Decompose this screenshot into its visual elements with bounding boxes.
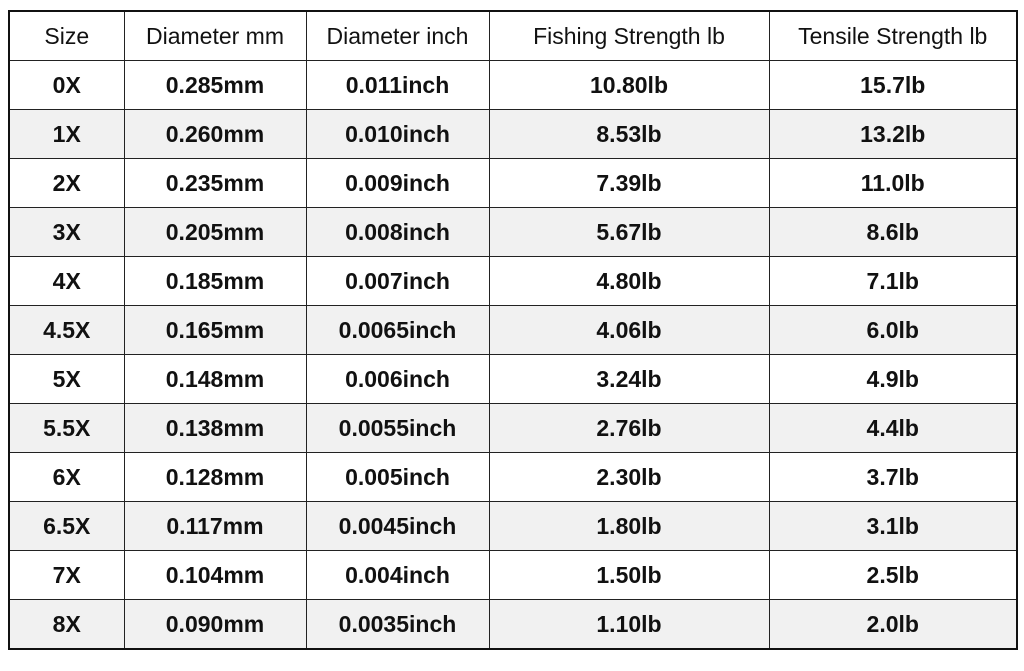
- table-row: 2X 0.235mm 0.009inch 7.39lb 11.0lb: [8, 158, 1018, 208]
- table-cell: 7.39lb: [488, 158, 770, 208]
- table-cell: 0.235mm: [123, 158, 307, 208]
- table-cell: 6.5X: [8, 501, 125, 551]
- table-cell: 0.148mm: [123, 354, 307, 404]
- table-cell: 4.9lb: [768, 354, 1018, 404]
- table-cell: 0.165mm: [123, 305, 307, 355]
- table-cell: 15.7lb: [768, 60, 1018, 110]
- table-row: 7X 0.104mm 0.004inch 1.50lb 2.5lb: [8, 550, 1018, 600]
- table-cell: 0.0035inch: [305, 599, 490, 650]
- header-cell: Fishing Strength lb: [488, 10, 770, 61]
- table-row: 4.5X 0.165mm 0.0065inch 4.06lb 6.0lb: [8, 305, 1018, 355]
- header-cell: Diameter mm: [123, 10, 307, 61]
- table-cell: 10.80lb: [488, 60, 770, 110]
- table-row: 1X 0.260mm 0.010inch 8.53lb 13.2lb: [8, 109, 1018, 159]
- table-cell: 0.185mm: [123, 256, 307, 306]
- table-cell: 3.7lb: [768, 452, 1018, 502]
- table-cell: 4X: [8, 256, 125, 306]
- table-cell: 0.007inch: [305, 256, 490, 306]
- table-cell: 0.117mm: [123, 501, 307, 551]
- table-cell: 1.10lb: [488, 599, 770, 650]
- table-cell: 4.06lb: [488, 305, 770, 355]
- table-row: 6.5X 0.117mm 0.0045inch 1.80lb 3.1lb: [8, 501, 1018, 551]
- table-body: 0X 0.285mm 0.011inch 10.80lb 15.7lb 1X 0.260mm…: [8, 60, 1018, 650]
- table-cell: 4.80lb: [488, 256, 770, 306]
- table-cell: 8X: [8, 599, 125, 650]
- table-cell: 0.005inch: [305, 452, 490, 502]
- table-cell: 1X: [8, 109, 125, 159]
- table-cell: 0.0055inch: [305, 403, 490, 453]
- table-cell: 6X: [8, 452, 125, 502]
- header-row: Size Diameter mm Diameter inch Fishing Stre…: [8, 10, 1018, 61]
- table-cell: 13.2lb: [768, 109, 1018, 159]
- table-cell: 0.011inch: [305, 60, 490, 110]
- table-cell: 2.76lb: [488, 403, 770, 453]
- table-cell: 0X: [8, 60, 125, 110]
- table-cell: 0.008inch: [305, 207, 490, 257]
- table-row: 6X 0.128mm 0.005inch 2.30lb 3.7lb: [8, 452, 1018, 502]
- table-cell: 0.205mm: [123, 207, 307, 257]
- table-cell: 5X: [8, 354, 125, 404]
- header-cell: Size: [8, 10, 125, 61]
- table-cell: 0.006inch: [305, 354, 490, 404]
- table-cell: 1.50lb: [488, 550, 770, 600]
- table-cell: 3.24lb: [488, 354, 770, 404]
- spec-table: Size Diameter mm Diameter inch Fishing Stre…: [8, 10, 1018, 650]
- table-cell: 0.128mm: [123, 452, 307, 502]
- table-cell: 5.67lb: [488, 207, 770, 257]
- table-cell: 6.0lb: [768, 305, 1018, 355]
- table-cell: 2X: [8, 158, 125, 208]
- table-cell: 0.0065inch: [305, 305, 490, 355]
- table-cell: 8.53lb: [488, 109, 770, 159]
- table-cell: 3X: [8, 207, 125, 257]
- table-cell: 0.009inch: [305, 158, 490, 208]
- table-cell: 11.0lb: [768, 158, 1018, 208]
- table-cell: 0.260mm: [123, 109, 307, 159]
- table-cell: 4.4lb: [768, 403, 1018, 453]
- table-cell: 0.010inch: [305, 109, 490, 159]
- table-cell: 7X: [8, 550, 125, 600]
- table-cell: 0.004inch: [305, 550, 490, 600]
- table-cell: 0.285mm: [123, 60, 307, 110]
- table-cell: 0.0045inch: [305, 501, 490, 551]
- table-cell: 4.5X: [8, 305, 125, 355]
- table-cell: 7.1lb: [768, 256, 1018, 306]
- table-cell: 1.80lb: [488, 501, 770, 551]
- header-cell: Diameter inch: [305, 10, 490, 61]
- table-cell: 5.5X: [8, 403, 125, 453]
- table-cell: 3.1lb: [768, 501, 1018, 551]
- table-row: 5.5X 0.138mm 0.0055inch 2.76lb 4.4lb: [8, 403, 1018, 453]
- table-cell: 0.090mm: [123, 599, 307, 650]
- table-cell: 8.6lb: [768, 207, 1018, 257]
- table-row: 4X 0.185mm 0.007inch 4.80lb 7.1lb: [8, 256, 1018, 306]
- table-cell: 0.104mm: [123, 550, 307, 600]
- header-cell: Tensile Strength lb: [768, 10, 1018, 61]
- table-cell: 2.5lb: [768, 550, 1018, 600]
- table-row: 5X 0.148mm 0.006inch 3.24lb 4.9lb: [8, 354, 1018, 404]
- table-cell: 2.30lb: [488, 452, 770, 502]
- table-row: 3X 0.205mm 0.008inch 5.67lb 8.6lb: [8, 207, 1018, 257]
- table-cell: 2.0lb: [768, 599, 1018, 650]
- table-cell: 0.138mm: [123, 403, 307, 453]
- table-row: 8X 0.090mm 0.0035inch 1.10lb 2.0lb: [8, 599, 1018, 650]
- table-row: 0X 0.285mm 0.011inch 10.80lb 15.7lb: [8, 60, 1018, 110]
